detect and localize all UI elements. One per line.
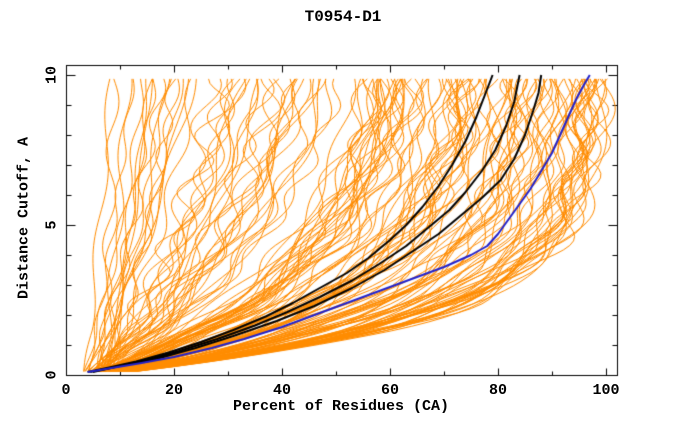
x-axis-label: Percent of Residues (CA) [232, 398, 450, 415]
x-tick-label: 0 [61, 382, 71, 399]
x-tick-label: 80 [488, 382, 508, 399]
y-tick-label: 0 [43, 370, 61, 380]
x-tick-label: 20 [164, 382, 184, 399]
y-tick-label: 10 [43, 65, 61, 85]
y-axis-label: Distance Cutoff, A [15, 136, 33, 300]
x-tick-label: 100 [592, 382, 620, 399]
y-tick-label: 5 [43, 220, 61, 230]
x-tick-label: 40 [272, 382, 292, 399]
chart-title: T0954-D1 [304, 8, 382, 26]
x-tick-label: 60 [380, 382, 400, 399]
